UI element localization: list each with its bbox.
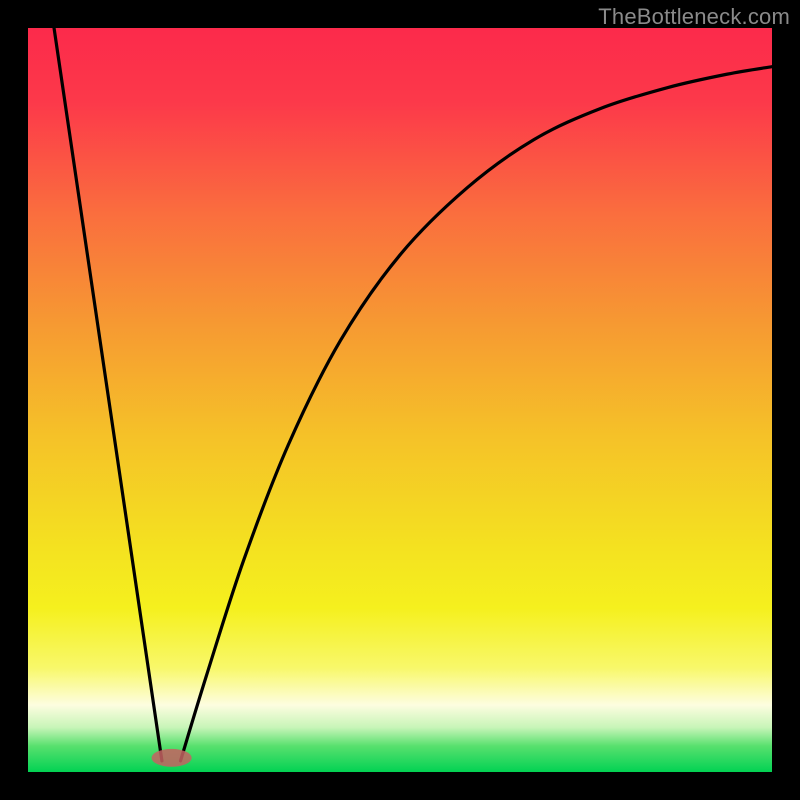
chart-container: TheBottleneck.com xyxy=(0,0,800,800)
watermark-text: TheBottleneck.com xyxy=(598,4,790,30)
chart-svg xyxy=(0,0,800,800)
